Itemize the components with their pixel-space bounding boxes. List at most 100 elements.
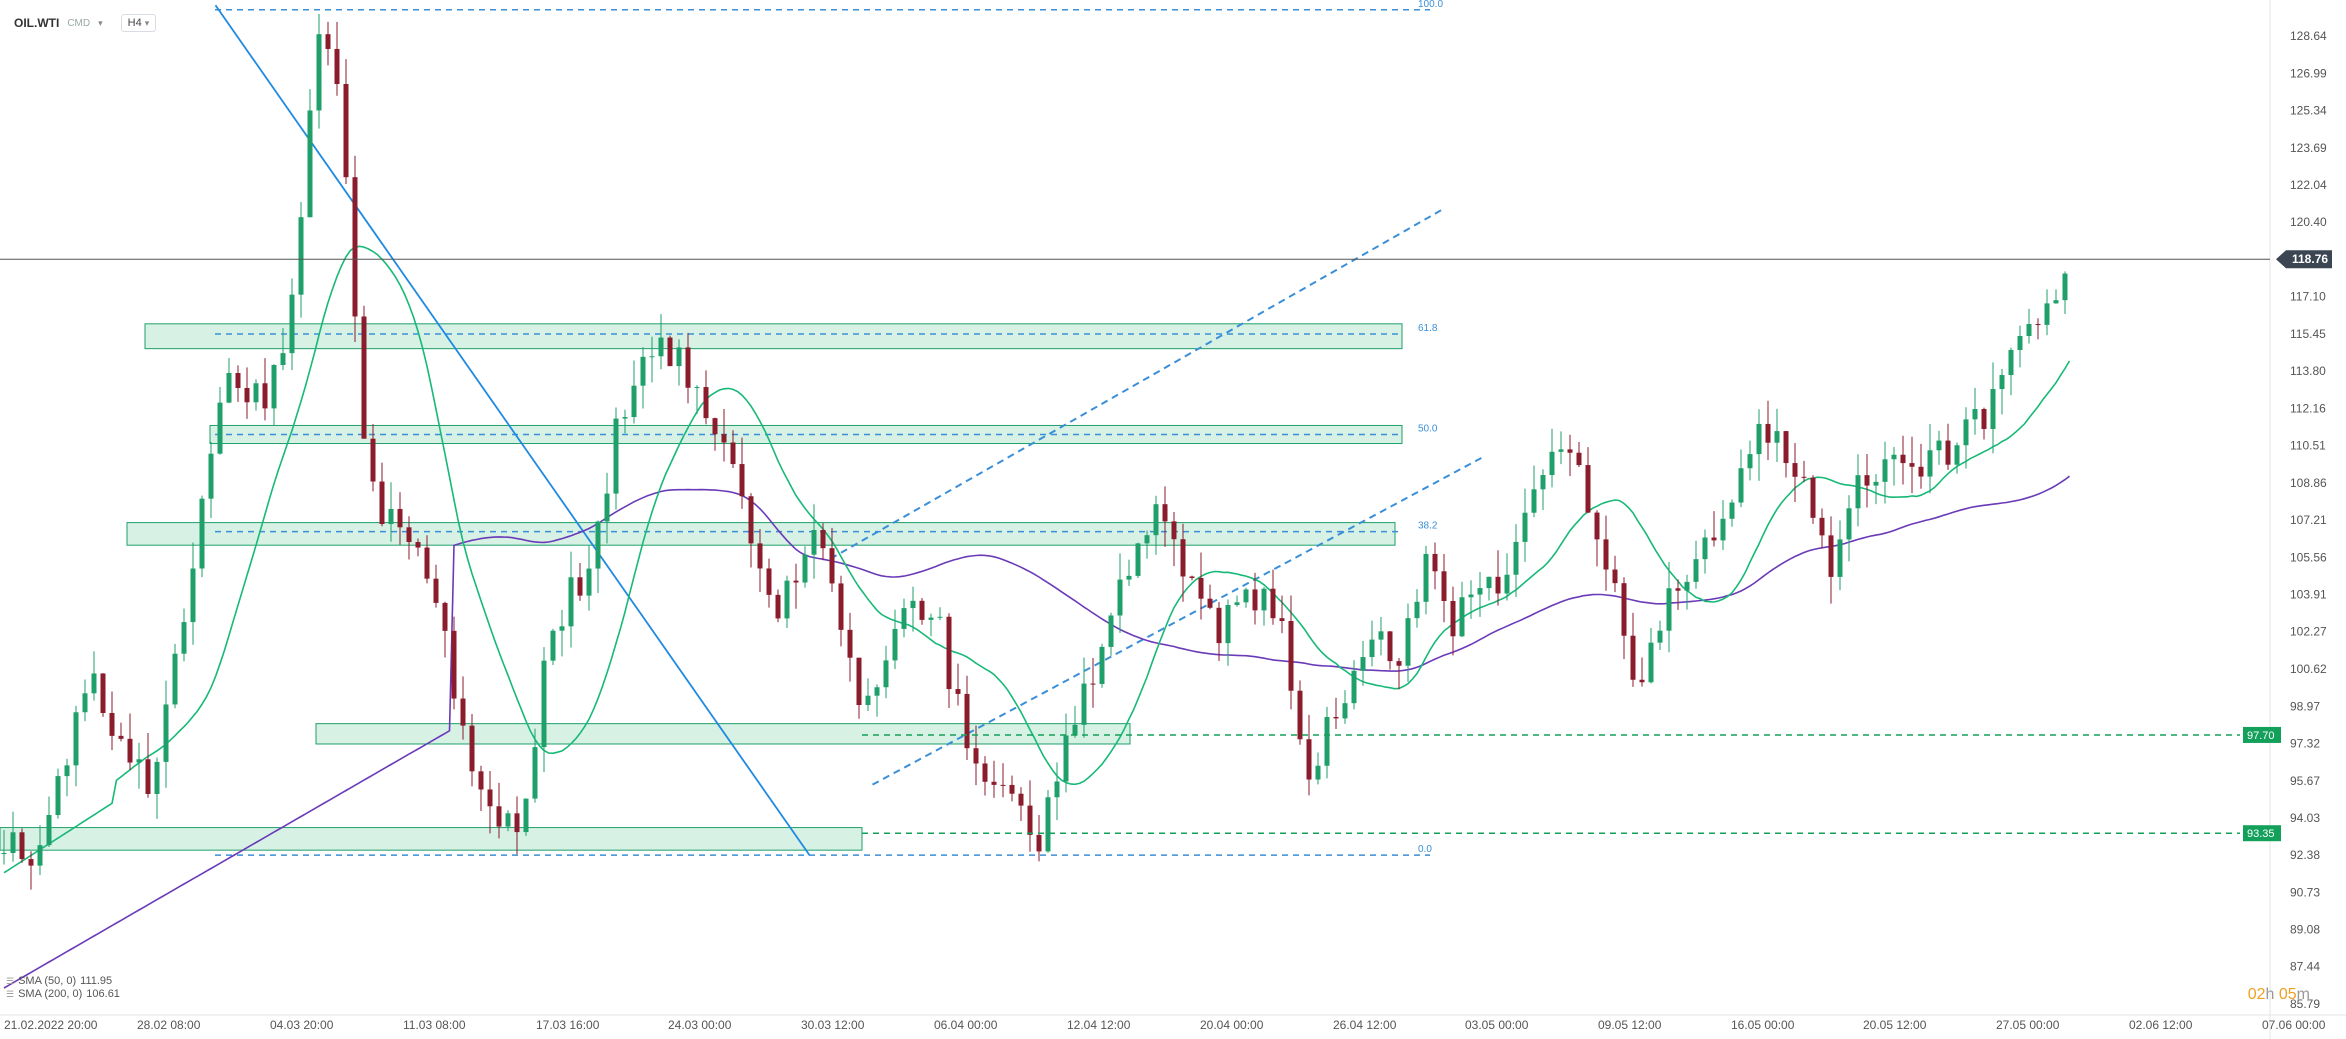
- candle-body[interactable]: [1261, 588, 1267, 611]
- candle-body[interactable]: [1108, 615, 1114, 647]
- legend-sma50[interactable]: ☰ SMA (50, 0) 111.95: [6, 975, 113, 987]
- candle-body[interactable]: [946, 616, 952, 690]
- candle-body[interactable]: [1693, 559, 1699, 582]
- candle-body[interactable]: [1333, 717, 1339, 719]
- candle-body[interactable]: [289, 294, 295, 354]
- candle-body[interactable]: [1000, 784, 1006, 786]
- candle-body[interactable]: [1225, 604, 1231, 644]
- candle-body[interactable]: [1, 853, 7, 855]
- candle-body[interactable]: [1450, 600, 1456, 637]
- candle-body[interactable]: [532, 747, 538, 799]
- candle-body[interactable]: [1099, 646, 1105, 684]
- candle-body[interactable]: [847, 629, 853, 658]
- candle-body[interactable]: [496, 806, 502, 827]
- candle-body[interactable]: [1504, 574, 1510, 594]
- candle-body[interactable]: [1639, 679, 1645, 683]
- candle-body[interactable]: [658, 337, 664, 357]
- candle-body[interactable]: [10, 832, 16, 854]
- candle-body[interactable]: [253, 383, 259, 403]
- candle-body[interactable]: [1603, 539, 1609, 570]
- candle-body[interactable]: [1738, 468, 1744, 503]
- candle-body[interactable]: [64, 765, 70, 777]
- candle-body[interactable]: [1666, 588, 1672, 631]
- candle-body[interactable]: [2062, 273, 2068, 301]
- candle-body[interactable]: [2017, 335, 2023, 350]
- candle-body[interactable]: [1999, 375, 2005, 390]
- candle-body[interactable]: [1324, 717, 1330, 766]
- candle-body[interactable]: [1117, 579, 1123, 616]
- chevron-down-icon[interactable]: ▾: [98, 17, 103, 28]
- sr-zone[interactable]: [144, 323, 1403, 350]
- candle-body[interactable]: [2044, 303, 2050, 325]
- candle-body[interactable]: [865, 695, 871, 705]
- candle-body[interactable]: [172, 653, 178, 705]
- candle-body[interactable]: [190, 568, 196, 623]
- candle-body[interactable]: [1288, 621, 1294, 691]
- candle-body[interactable]: [685, 347, 691, 388]
- candle-body[interactable]: [1648, 642, 1654, 683]
- candle-body[interactable]: [208, 453, 214, 499]
- candle-body[interactable]: [1819, 517, 1825, 536]
- candle-body[interactable]: [1054, 781, 1060, 798]
- candle-body[interactable]: [874, 687, 880, 696]
- candle-body[interactable]: [730, 442, 736, 465]
- candle-body[interactable]: [784, 580, 790, 619]
- candle-body[interactable]: [352, 177, 358, 317]
- sr-zone[interactable]: [126, 522, 1396, 546]
- candle-body[interactable]: [712, 418, 718, 435]
- candle-body[interactable]: [928, 617, 934, 620]
- candle-body[interactable]: [109, 712, 115, 736]
- candle-body[interactable]: [1522, 512, 1528, 542]
- candle-body[interactable]: [1558, 449, 1564, 452]
- candle-body[interactable]: [244, 387, 250, 403]
- candle-body[interactable]: [1216, 607, 1222, 644]
- candle-body[interactable]: [1153, 504, 1159, 536]
- candle-body[interactable]: [1612, 569, 1618, 584]
- candle-body[interactable]: [703, 387, 709, 419]
- candle-body[interactable]: [136, 759, 142, 763]
- candle-body[interactable]: [1747, 454, 1753, 469]
- candle-body[interactable]: [1873, 481, 1879, 486]
- candle-body[interactable]: [1594, 512, 1600, 540]
- candle-body[interactable]: [307, 110, 313, 218]
- chevron-down-icon[interactable]: ▾: [144, 18, 150, 28]
- candle-body[interactable]: [1927, 450, 1933, 477]
- candle-body[interactable]: [991, 781, 997, 785]
- candle-body[interactable]: [1549, 451, 1555, 476]
- candle-body[interactable]: [1207, 598, 1213, 608]
- candle-body[interactable]: [1477, 588, 1483, 595]
- candle-body[interactable]: [739, 464, 745, 497]
- candle-body[interactable]: [379, 481, 385, 525]
- candle-body[interactable]: [1270, 588, 1276, 619]
- candle-body[interactable]: [1126, 575, 1132, 580]
- candle-body[interactable]: [541, 660, 547, 748]
- candle-body[interactable]: [1090, 683, 1096, 685]
- candle-body[interactable]: [1918, 466, 1924, 477]
- candle-body[interactable]: [1423, 553, 1429, 602]
- candle-body[interactable]: [1945, 440, 1951, 465]
- legend-sma200[interactable]: ☰ SMA (200, 0) 106.61: [6, 988, 120, 1000]
- candle-body[interactable]: [982, 763, 988, 782]
- candle-body[interactable]: [46, 815, 52, 846]
- candle-body[interactable]: [721, 434, 727, 443]
- candle-body[interactable]: [235, 372, 241, 388]
- candle-body[interactable]: [802, 554, 808, 583]
- candle-body[interactable]: [1981, 409, 1987, 430]
- candle-body[interactable]: [937, 616, 943, 618]
- candle-body[interactable]: [1729, 502, 1735, 519]
- channel-lower-line[interactable]: [872, 456, 1484, 786]
- candle-body[interactable]: [2053, 300, 2059, 304]
- candle-body[interactable]: [1486, 576, 1492, 589]
- candle-body[interactable]: [838, 583, 844, 630]
- candle-body[interactable]: [1018, 793, 1024, 806]
- candle-body[interactable]: [604, 493, 610, 522]
- candle-body[interactable]: [1936, 440, 1942, 451]
- timeframe-select[interactable]: H4 ▾: [120, 14, 157, 32]
- candle-body[interactable]: [262, 383, 268, 409]
- candle-body[interactable]: [901, 608, 907, 629]
- candle-body[interactable]: [1432, 553, 1438, 572]
- candle-body[interactable]: [559, 626, 565, 631]
- candle-body[interactable]: [73, 712, 79, 766]
- candle-body[interactable]: [1351, 670, 1357, 704]
- candle-body[interactable]: [1378, 631, 1384, 640]
